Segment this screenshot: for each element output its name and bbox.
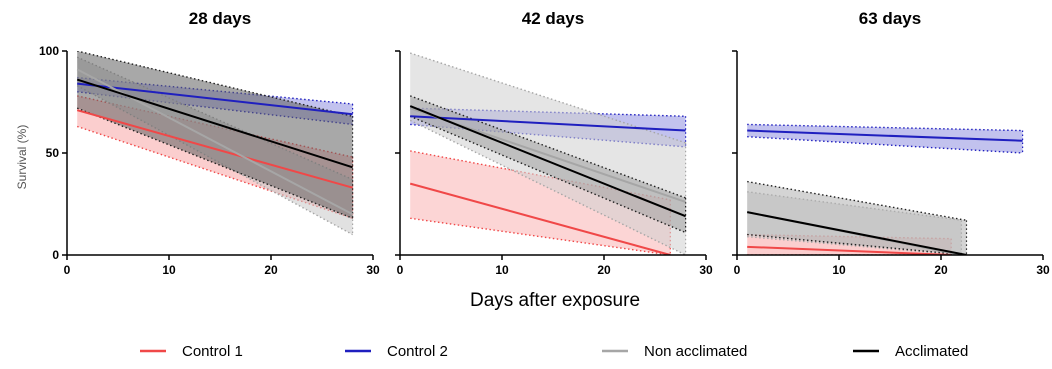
- line-control-1: [747, 245, 952, 255]
- panel-title: 63 days: [859, 9, 921, 28]
- plot-area: [747, 123, 1024, 255]
- line-acclimated: [409, 105, 686, 218]
- y-tick-label: 0: [52, 248, 59, 262]
- plot-area: [76, 51, 354, 236]
- panel-title: 42 days: [522, 9, 584, 28]
- panel-1: 28 days 0 10 20 30 0 50 100: [39, 9, 380, 277]
- legend: Control 1 Control 2 Non acclimated Acclimat…: [140, 343, 968, 360]
- x-tick-label: 10: [162, 263, 176, 277]
- line-acclimated: [76, 78, 353, 169]
- y-tick-label: 50: [46, 146, 60, 160]
- ci-lower-edge: [409, 119, 686, 255]
- legend-label: Non acclimated: [644, 343, 747, 360]
- plot-area: [409, 52, 687, 255]
- line-control-2: [77, 82, 353, 116]
- ci-band-acclimated: [410, 95, 686, 233]
- line-control-2: [410, 115, 686, 132]
- x-tick-label: 0: [64, 263, 71, 277]
- ci-lower-edge: [76, 125, 353, 219]
- x-tick-label: 0: [734, 263, 741, 277]
- line-control-1: [76, 109, 353, 189]
- ci-lower-edge: [747, 233, 967, 255]
- ci-lower-edge: [76, 107, 353, 219]
- x-tick-label: 10: [832, 263, 846, 277]
- y-axis-label: Survival (%): [15, 125, 29, 190]
- ci-band-control-1: [410, 150, 671, 255]
- ci-upper-edge: [409, 95, 686, 199]
- line-acclimated: [747, 211, 967, 255]
- legend-item-acclimated: Acclimated: [853, 343, 968, 360]
- ci-upper-edge: [747, 180, 967, 222]
- ci-band-acclimated: [77, 51, 353, 219]
- line-control-2: [747, 129, 1023, 142]
- legend-item-control-1: Control 1: [140, 343, 243, 360]
- legend-item-non-acclimated: Non acclimated: [602, 343, 747, 360]
- legend-label: Control 2: [387, 343, 448, 360]
- x-axis-label: Days after exposure: [470, 290, 640, 311]
- x-tick-label: 30: [366, 263, 380, 277]
- ci-band-acclimated: [747, 181, 967, 255]
- legend-item-control-2: Control 2: [345, 343, 448, 360]
- ci-band-control-2: [747, 124, 1023, 153]
- panel-2: 42 days 0 10 20 30: [395, 9, 713, 277]
- x-tick-label: 30: [1036, 263, 1050, 277]
- x-tick-label: 20: [934, 263, 948, 277]
- x-tick-label: 0: [397, 263, 404, 277]
- x-tick-label: 20: [264, 263, 278, 277]
- y-tick-label: 100: [39, 44, 59, 58]
- legend-label: Acclimated: [895, 343, 968, 360]
- panel-title: 28 days: [189, 9, 251, 28]
- x-tick-label: 10: [495, 263, 509, 277]
- panel-3: 63 days 0 10 20 30: [732, 9, 1050, 277]
- x-tick-label: 20: [597, 263, 611, 277]
- legend-label: Control 1: [182, 343, 243, 360]
- ci-lower-edge: [409, 115, 686, 234]
- line-control-1: [409, 182, 671, 255]
- x-tick-label: 30: [699, 263, 713, 277]
